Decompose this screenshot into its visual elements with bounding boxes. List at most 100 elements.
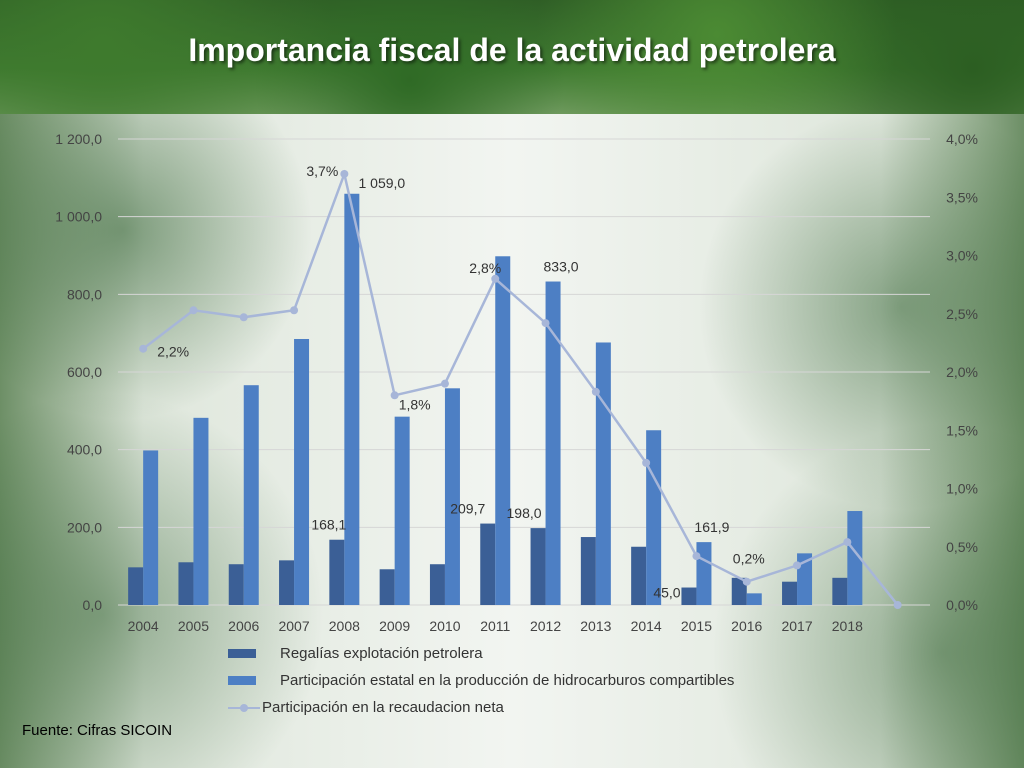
data-label-recaudacion: 2,8% [469,260,501,276]
x-tick-label: 2008 [329,618,360,634]
data-label-participacion-estatal: 161,9 [694,519,729,535]
point-recaudacion [290,306,299,315]
bar-regalias [480,523,496,605]
y-right-tick-label: 0,0% [946,597,978,613]
legend-label-recaudacion: Participación en la recaudacion neta [262,699,504,716]
bar-participacion-estatal [746,593,762,605]
bar-participacion-estatal [143,450,159,605]
data-label-participacion-estatal: 1 059,0 [358,175,405,191]
x-tick-label: 2018 [832,618,863,634]
x-tick-label: 2016 [731,618,762,634]
y-left-tick-label: 1 000,0 [55,209,102,225]
x-tick-label: 2017 [781,618,812,634]
y-right-tick-label: 3,5% [946,189,978,205]
data-label-participacion-estatal: 833,0 [544,259,579,275]
bar-participacion-estatal [595,342,611,605]
source-note: Fuente: Cifras SICOIN [22,722,173,739]
data-label-regalias: 168,1 [311,517,346,533]
y-left-tick-label: 1 200,0 [55,131,102,147]
y-left-tick-label: 400,0 [67,442,102,458]
legend-item-recaudacion: Participación en la recaudacion neta [228,694,734,721]
bar-regalias [782,581,798,605]
point-recaudacion [340,169,349,178]
bar-participacion-estatal [344,193,360,605]
forest-banner [0,0,1024,114]
bar-participacion-estatal [847,511,863,605]
bar-participacion-estatal [193,417,209,605]
y-right-tick-label: 1,0% [946,481,978,497]
point-recaudacion [541,319,550,328]
bar-participacion-estatal [444,388,460,605]
chart-legend: Regalías explotación petrolera Participa… [228,640,734,721]
legend-item-regalias: Regalías explotación petrolera [228,640,734,667]
bar-participacion-estatal [394,416,410,605]
bar-participacion-estatal [243,385,259,605]
point-recaudacion [491,274,500,283]
bar-regalias [580,537,596,605]
bar-regalias [429,564,445,605]
y-left-tick-label: 800,0 [67,286,102,302]
point-recaudacion [239,313,248,322]
x-tick-label: 2014 [631,618,662,634]
point-recaudacion [591,387,600,396]
bar-regalias [228,564,244,605]
y-left-tick-label: 0,0 [83,597,103,613]
y-right-tick-label: 2,0% [946,364,978,380]
data-label-recaudacion: 2,2% [157,344,189,360]
data-label-regalias: 209,7 [450,501,485,517]
y-right-tick-label: 3,0% [946,248,978,264]
bar-regalias [178,562,194,605]
bar-regalias [530,528,546,605]
point-recaudacion [843,538,852,547]
x-tick-label: 2013 [580,618,611,634]
point-recaudacion [692,552,701,561]
legend-swatch-recaudacion [228,703,260,713]
bar-participacion-estatal [495,256,511,605]
x-tick-label: 2009 [379,618,410,634]
bar-regalias [631,546,647,605]
bar-regalias [379,569,395,605]
slide-title: Importancia fiscal de la actividad petro… [188,32,836,68]
legend-swatch-regalias [228,649,256,658]
bar-participacion-estatal [545,281,561,605]
bar-regalias [128,567,144,605]
point-recaudacion [742,577,751,586]
x-tick-label: 2007 [278,618,309,634]
point-recaudacion [440,379,449,388]
line-recaudacion [142,169,899,606]
bar-regalias [832,577,848,605]
y-left-tick-label: 600,0 [67,364,102,380]
bar-participacion-estatal [294,338,310,605]
data-label-recaudacion: 0,2% [733,551,765,567]
y-left-tick-label: 200,0 [67,519,102,535]
y-right-tick-label: 2,5% [946,306,978,322]
bar-regalias [731,577,747,605]
y-right-tick-label: 0,5% [946,539,978,555]
data-label-regalias: 198,0 [507,505,542,521]
bar-participacion-estatal [696,542,712,605]
bar-regalias [681,587,697,605]
point-recaudacion [893,601,902,609]
point-recaudacion [793,561,802,570]
x-tick-label: 2010 [429,618,460,634]
legend-item-participacion-estatal: Participación estatal en la producción d… [228,667,734,694]
legend-label-regalias: Regalías explotación petrolera [280,645,483,662]
y-right-tick-label: 1,5% [946,422,978,438]
x-tick-label: 2006 [228,618,259,634]
x-tick-label: 2012 [530,618,561,634]
bar-participacion-estatal [646,430,662,605]
legend-label-participacion-estatal: Participación estatal en la producción d… [280,672,735,689]
point-recaudacion [189,306,198,315]
bar-regalias [279,560,295,605]
point-recaudacion [642,458,651,467]
data-label-recaudacion: 3,7% [306,163,338,179]
point-recaudacion [390,391,399,400]
point-recaudacion [139,344,148,353]
x-tick-label: 2004 [128,618,159,634]
legend-swatch-participacion-estatal [228,676,256,685]
x-tick-label: 2015 [681,618,712,634]
data-label-recaudacion: 1,8% [399,396,431,412]
x-tick-label: 2005 [178,618,209,634]
